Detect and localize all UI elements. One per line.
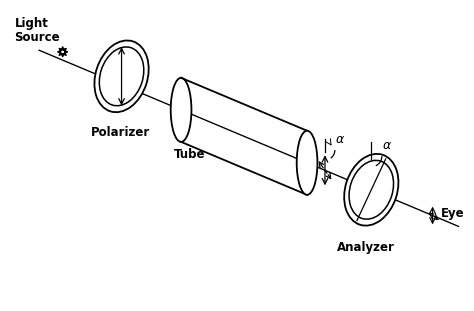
Ellipse shape xyxy=(171,78,191,142)
Ellipse shape xyxy=(344,154,399,225)
Text: Tube: Tube xyxy=(173,148,205,161)
Text: Light
Source: Light Source xyxy=(15,17,60,44)
Text: Analyzer: Analyzer xyxy=(337,241,395,254)
Text: Eye: Eye xyxy=(441,207,465,220)
Ellipse shape xyxy=(94,40,149,112)
Text: α: α xyxy=(335,133,344,146)
Text: α: α xyxy=(383,139,391,152)
Text: Polarizer: Polarizer xyxy=(91,126,150,139)
Ellipse shape xyxy=(297,131,318,195)
